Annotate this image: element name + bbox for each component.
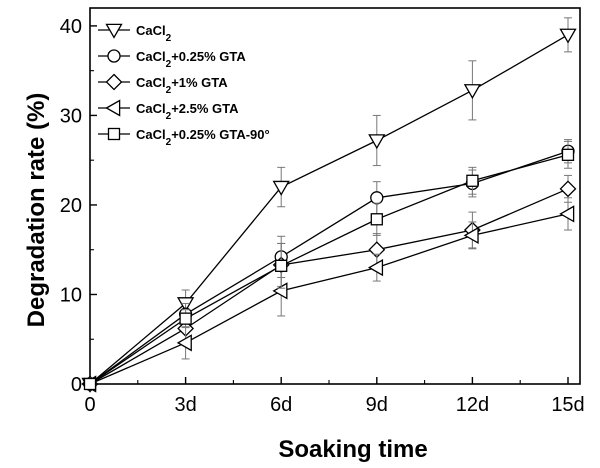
legend-item: CaCl2 <box>98 23 172 44</box>
legend-label: CaCl2+2.5% GTA <box>136 101 239 122</box>
x-tick-label: 9d <box>366 394 388 416</box>
data-point <box>176 334 192 352</box>
series <box>83 139 575 391</box>
data-point <box>368 134 386 150</box>
series-line <box>89 150 569 385</box>
series <box>83 140 575 391</box>
data-point <box>559 180 577 198</box>
series-line <box>89 154 569 385</box>
data-point <box>179 312 192 325</box>
data-point <box>463 84 482 100</box>
series-line <box>89 188 569 385</box>
x-tick-label: 12d <box>456 394 489 416</box>
legend-marker <box>105 23 123 39</box>
series-line <box>89 213 569 385</box>
data-point <box>561 148 575 161</box>
legend-label: CaCl2 <box>136 23 172 44</box>
series <box>81 197 575 393</box>
x-axis-ticks: 0 3d 6d 9d 12d 15d <box>84 377 585 416</box>
data-point <box>559 205 575 223</box>
data-point <box>83 377 97 391</box>
legend-item: CaCl2+0.25% GTA-90° <box>98 127 270 148</box>
x-tick-label: 6d <box>270 394 292 416</box>
y-axis-ticks: 0 10 20 30 40 <box>60 16 97 396</box>
legend-item: CaCl2+0.25% GTA <box>98 49 246 70</box>
legend-item: CaCl2+2.5% GTA <box>98 99 239 122</box>
y-tick-label: 10 <box>60 284 82 306</box>
x-tick-label: 15d <box>551 394 584 416</box>
data-point <box>463 226 479 245</box>
legend-marker <box>107 127 121 141</box>
plot-area <box>89 7 581 385</box>
legend: CaCl2 CaCl2+0.25% GTA CaCl2+1% GTA CaCl2+2.… <box>98 23 270 148</box>
x-tick-label: 3d <box>174 394 196 416</box>
data-point <box>367 258 384 277</box>
y-tick-label: 30 <box>60 105 82 127</box>
legend-marker <box>107 49 121 63</box>
data-point <box>466 174 479 187</box>
legend-item: CaCl2+1% GTA <box>98 73 228 96</box>
data-point <box>275 259 288 272</box>
data-point <box>272 282 288 300</box>
series-line <box>89 34 569 385</box>
y-tick-label: 0 <box>71 374 82 396</box>
series <box>81 174 577 393</box>
data-point <box>370 213 383 226</box>
data-point <box>370 191 384 205</box>
x-tick-label: 0 <box>84 394 95 416</box>
legend-label: CaCl2+0.25% GTA-90° <box>136 127 270 148</box>
y-axis-label: Degradation rate (%) <box>23 93 50 328</box>
legend-marker <box>105 99 121 117</box>
x-axis-label: Soaking time <box>278 436 427 463</box>
y-tick-label: 20 <box>60 195 82 217</box>
legend-label: CaCl2+0.25% GTA <box>136 49 246 70</box>
plot-frame <box>89 7 581 385</box>
series-layer <box>81 17 577 393</box>
y-tick-label: 40 <box>60 16 82 38</box>
data-point <box>272 180 290 196</box>
data-point <box>559 28 577 44</box>
legend-marker <box>105 73 123 91</box>
legend-label: CaCl2+1% GTA <box>136 75 228 96</box>
